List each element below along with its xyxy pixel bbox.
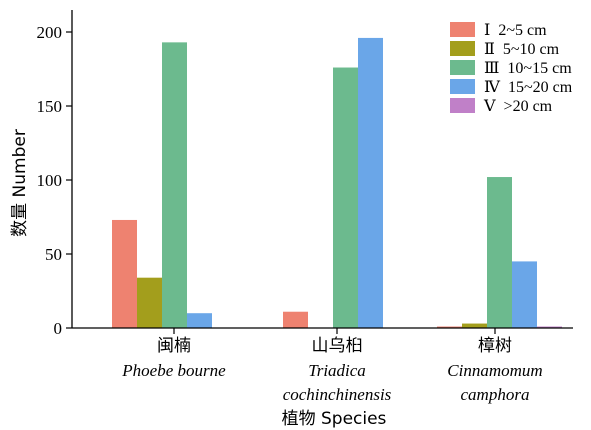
bar-3-series-1 [437, 326, 462, 328]
legend: Ⅰ 2~5 cm Ⅱ 5~10 cm Ⅲ 10~15 cm Ⅳ 15~20 cm Ⅴ >… [450, 22, 573, 115]
legend-label: Ⅲ 10~15 cm [484, 60, 572, 77]
bar-3-series-4 [512, 261, 537, 328]
bar-2-series-4 [358, 37, 383, 329]
legend-label: Ⅳ 15~20 cm [484, 79, 573, 96]
bars-group [112, 37, 562, 329]
bar-2-series-1 [283, 311, 308, 328]
legend-label: Ⅱ 5~10 cm [484, 41, 560, 58]
axes-group [71, 10, 573, 329]
y-tick-label: 200 [37, 23, 63, 42]
y-tick-label: 150 [37, 97, 63, 116]
x-category-label-latin: camphora [461, 385, 530, 404]
bar-3-series-2 [462, 323, 487, 328]
y-tick-label: 100 [37, 171, 63, 190]
x-axis-label: 植物 Species [282, 409, 387, 429]
y-tick-label: 0 [54, 319, 63, 338]
x-category-label-latin: cochinchinensis [283, 385, 392, 404]
y-ticks-group: 0 50 100 150 200 [37, 23, 72, 338]
bar-2-series-3 [333, 67, 358, 329]
x-categories-group: 闽楠 Phoebe bourne 山乌桕 Triadica cochinchinensi… [121, 328, 543, 404]
bar-1-series-1 [112, 219, 137, 328]
x-category-label-latin: Phoebe bourne [121, 361, 226, 380]
bar-1-series-4 [187, 313, 212, 328]
x-category-label-cn: 樟树 [478, 336, 512, 356]
y-tick-label: 50 [45, 245, 62, 264]
y-axis-label: 数量 Number [10, 129, 30, 237]
legend-label: Ⅰ 2~5 cm [484, 22, 547, 39]
x-category-label-latin: Cinnamomum [447, 361, 542, 380]
legend-label: Ⅴ >20 cm [483, 98, 553, 115]
legend-swatch [450, 60, 475, 75]
legend-swatch [450, 98, 475, 113]
legend-swatch [450, 79, 475, 94]
x-category-label-latin: Triadica [308, 361, 366, 380]
bar-1-series-3 [162, 42, 187, 329]
legend-swatch [450, 22, 475, 37]
bar-1-series-2 [137, 277, 162, 328]
x-category-label-cn: 山乌桕 [312, 336, 363, 356]
x-category-label-cn: 闽楠 [157, 336, 191, 356]
bar-3-series-5 [537, 326, 562, 328]
bar-3-series-3 [487, 177, 512, 328]
legend-swatch [450, 41, 475, 56]
